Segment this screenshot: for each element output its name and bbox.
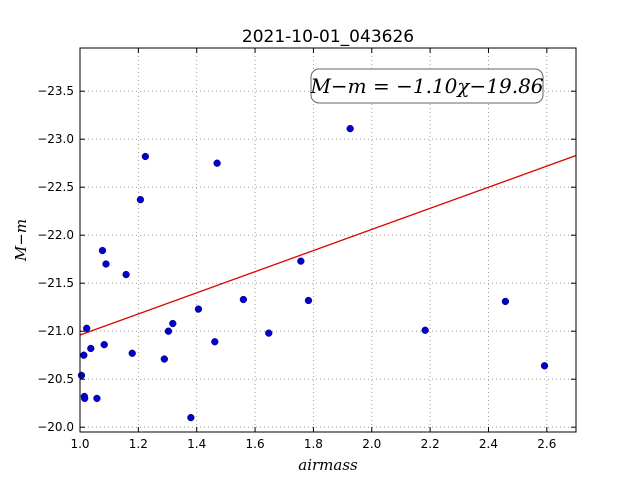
data-point xyxy=(501,297,510,306)
y-tick-label: −23.0 xyxy=(37,132,74,146)
y-tick-label: −21.5 xyxy=(37,276,74,290)
data-point xyxy=(265,329,273,337)
data-point xyxy=(211,338,219,346)
fit-annotation: M−m = −1.10χ−19.86 xyxy=(309,68,544,104)
data-point xyxy=(98,246,107,255)
data-point xyxy=(93,394,101,403)
x-axis-label: airmass xyxy=(298,456,358,474)
data-point xyxy=(87,344,95,353)
data-point xyxy=(136,196,145,204)
y-tick-label: −22.0 xyxy=(37,228,74,242)
data-point xyxy=(122,270,130,279)
data-point xyxy=(81,394,89,403)
y-tick-label: −22.5 xyxy=(37,180,74,194)
annotation-box xyxy=(310,68,544,104)
data-point xyxy=(80,351,88,359)
chart-title: 2021-10-01_043626 xyxy=(242,27,414,47)
data-point xyxy=(187,413,195,422)
x-tick-label: 1.0 xyxy=(70,437,89,451)
x-tick-label: 1.8 xyxy=(304,437,323,451)
x-tick-label: 2.2 xyxy=(421,437,440,451)
x-tick-label: 1.2 xyxy=(129,437,148,451)
fit-line xyxy=(79,154,577,336)
data-point xyxy=(77,371,86,380)
axis-ticks: 1.0 1.2 1.4 1.6 1.8 2.0 2.2 2.4 2.6 −20.0 −20.5 −21… xyxy=(37,48,576,451)
data-point xyxy=(100,340,108,349)
y-tick-label: −20.0 xyxy=(37,420,74,434)
data-point xyxy=(164,327,173,335)
x-tick-label: 2.0 xyxy=(362,437,381,451)
data-point xyxy=(239,295,248,304)
data-point xyxy=(169,319,177,328)
data-point xyxy=(128,349,136,357)
data-point xyxy=(421,326,429,334)
x-tick-label: 2.6 xyxy=(537,437,556,451)
y-tick-label: −21.0 xyxy=(37,324,74,338)
y-tick-label: −20.5 xyxy=(37,372,74,386)
data-points xyxy=(77,124,549,422)
y-tick-label: −23.5 xyxy=(37,84,74,98)
data-point xyxy=(102,260,110,268)
data-point xyxy=(540,362,549,370)
data-point xyxy=(346,124,354,133)
data-point xyxy=(141,152,150,161)
data-point xyxy=(160,355,168,363)
y-axis-label: M−m xyxy=(12,219,30,262)
data-point xyxy=(297,257,305,265)
data-point xyxy=(194,305,203,313)
data-point xyxy=(83,324,91,332)
plot-frame xyxy=(79,47,577,433)
grid-lines xyxy=(80,48,576,432)
data-point xyxy=(213,159,221,167)
data-point xyxy=(304,296,313,305)
x-tick-label: 1.4 xyxy=(187,437,206,451)
x-tick-label: 1.6 xyxy=(246,437,265,451)
x-tick-label: 2.4 xyxy=(479,437,498,451)
annotation-text: M−m = −1.10χ−19.86 xyxy=(309,74,543,98)
